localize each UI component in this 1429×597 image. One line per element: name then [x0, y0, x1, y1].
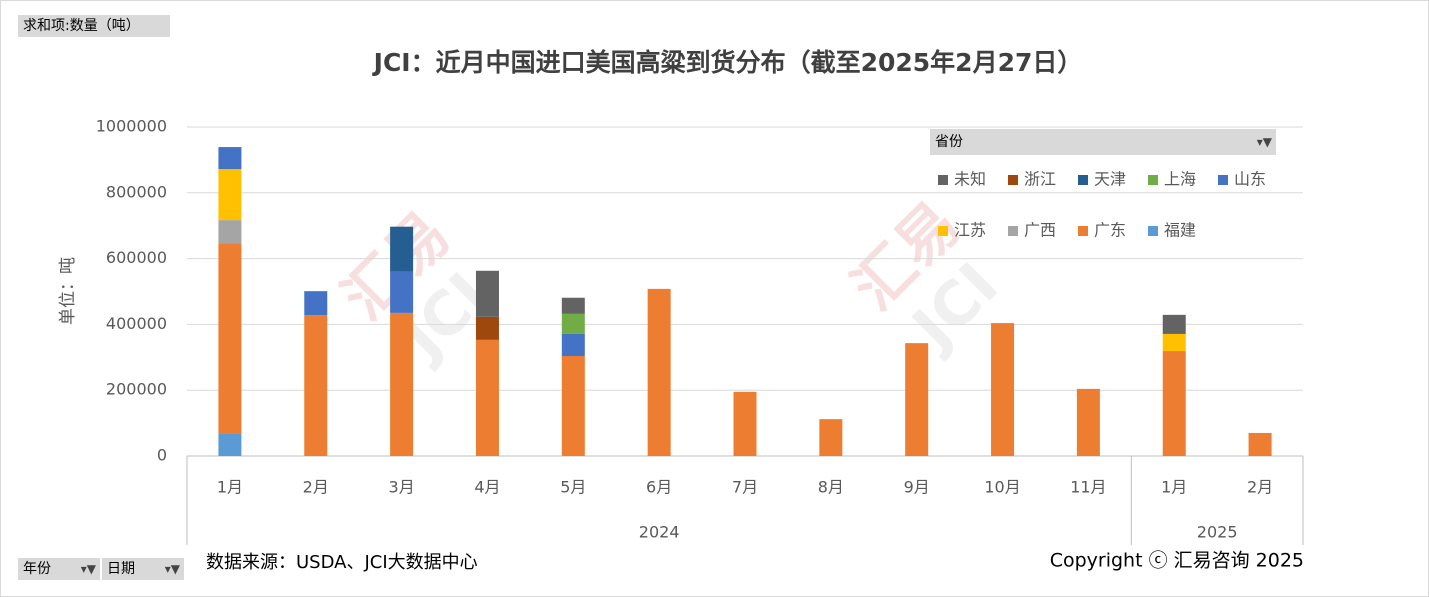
- legend-label: 天津: [1094, 170, 1126, 189]
- bar-segment: [390, 312, 414, 456]
- source: 数据来源：USDA、JCI大数据中心: [206, 552, 478, 573]
- y-tick-label: 600000: [106, 248, 167, 267]
- legend-swatch: [1078, 175, 1088, 185]
- legend-label: 未知: [954, 170, 986, 189]
- x-group-label: 2024: [639, 523, 680, 542]
- bar-segment: [733, 391, 757, 456]
- bar-segment: [561, 313, 585, 334]
- bar-segment: [991, 323, 1015, 456]
- x-tick-label: 7月: [732, 478, 758, 497]
- legend-label: 山东: [1234, 170, 1266, 189]
- x-tick-label: 2月: [303, 478, 329, 497]
- value-field-label: 求和项:数量（吨）: [23, 18, 140, 34]
- bar-segment: [1076, 388, 1100, 456]
- legend-label: 浙江: [1024, 170, 1056, 189]
- x-tick-label: 6月: [646, 478, 672, 497]
- x-tick-label: 10月: [984, 478, 1020, 497]
- filter-label: 日期: [107, 561, 135, 577]
- filter-icon: ▾▼: [1256, 135, 1272, 149]
- y-tick-label: 800000: [106, 182, 167, 201]
- bar-segment: [218, 433, 242, 456]
- x-group-label: 2025: [1197, 523, 1238, 542]
- legend-swatch: [1148, 226, 1158, 236]
- legend-swatch: [1008, 226, 1018, 236]
- bar-segment: [1162, 333, 1186, 352]
- bar-segment: [475, 270, 499, 317]
- legend-swatch: [938, 226, 948, 236]
- bar-segment: [390, 226, 414, 272]
- x-tick-label: 1月: [217, 478, 243, 497]
- legend-label: 广西: [1024, 221, 1056, 240]
- x-tick-label: 9月: [904, 478, 930, 497]
- legend-label: 广东: [1094, 221, 1126, 240]
- legend-label: 江苏: [954, 221, 986, 240]
- bar-segment: [1162, 351, 1186, 456]
- bar-segment: [304, 291, 328, 316]
- y-tick-label: 200000: [106, 380, 167, 399]
- bar-segment: [647, 288, 671, 456]
- y-tick-label: 0: [157, 446, 167, 465]
- filter-button[interactable]: 日期 ▾▼: [102, 558, 184, 580]
- x-tick-label: 11月: [1070, 478, 1106, 497]
- x-tick-label: 8月: [818, 478, 844, 497]
- chart-title: JCI：近月中国进口美国高粱到货分布（截至2025年2月27日）: [372, 48, 1083, 77]
- bar-segment: [561, 355, 585, 456]
- x-tick-label: 1月: [1161, 478, 1187, 497]
- legend-filter-button[interactable]: 省份 ▾▼: [930, 129, 1276, 155]
- copyright: Copyright ⓒ 汇易咨询 2025: [1050, 550, 1304, 572]
- bar-segment: [218, 147, 242, 170]
- legend-label: 上海: [1164, 170, 1196, 189]
- legend-swatch: [1078, 226, 1088, 236]
- bar-segment: [218, 243, 242, 434]
- bar-segment: [218, 220, 242, 244]
- bar-segment: [905, 343, 929, 456]
- bar-segment: [1248, 432, 1272, 456]
- filter-icon: ▾▼: [164, 562, 180, 576]
- legend-label: 福建: [1164, 221, 1196, 240]
- bar-segment: [475, 316, 499, 340]
- x-tick-label: 3月: [389, 478, 415, 497]
- filter-button[interactable]: 年份 ▾▼: [18, 558, 100, 580]
- bar-segment: [304, 315, 328, 456]
- bar-segment: [390, 271, 414, 313]
- x-tick-label: 4月: [474, 478, 500, 497]
- legend-swatch: [1148, 175, 1158, 185]
- legend-title: 省份: [935, 134, 963, 150]
- bar-segment: [819, 419, 843, 456]
- filter-label: 年份: [23, 561, 51, 577]
- value-field-button[interactable]: 求和项:数量（吨）: [18, 15, 170, 37]
- legend-swatch: [1008, 175, 1018, 185]
- x-tick-label: 5月: [560, 478, 586, 497]
- y-tick-label: 1000000: [96, 117, 167, 136]
- filter-icon: ▾▼: [80, 562, 96, 576]
- bar-segment: [561, 333, 585, 356]
- legend-swatch: [1218, 175, 1228, 185]
- y-axis-label: 单位：吨: [58, 257, 78, 325]
- bar-segment: [1162, 314, 1186, 334]
- bar-segment: [218, 169, 242, 221]
- legend-swatch: [938, 175, 948, 185]
- y-tick-label: 400000: [106, 314, 167, 333]
- bar-segment: [561, 297, 585, 314]
- x-tick-label: 2月: [1247, 478, 1273, 497]
- bar-segment: [475, 339, 499, 456]
